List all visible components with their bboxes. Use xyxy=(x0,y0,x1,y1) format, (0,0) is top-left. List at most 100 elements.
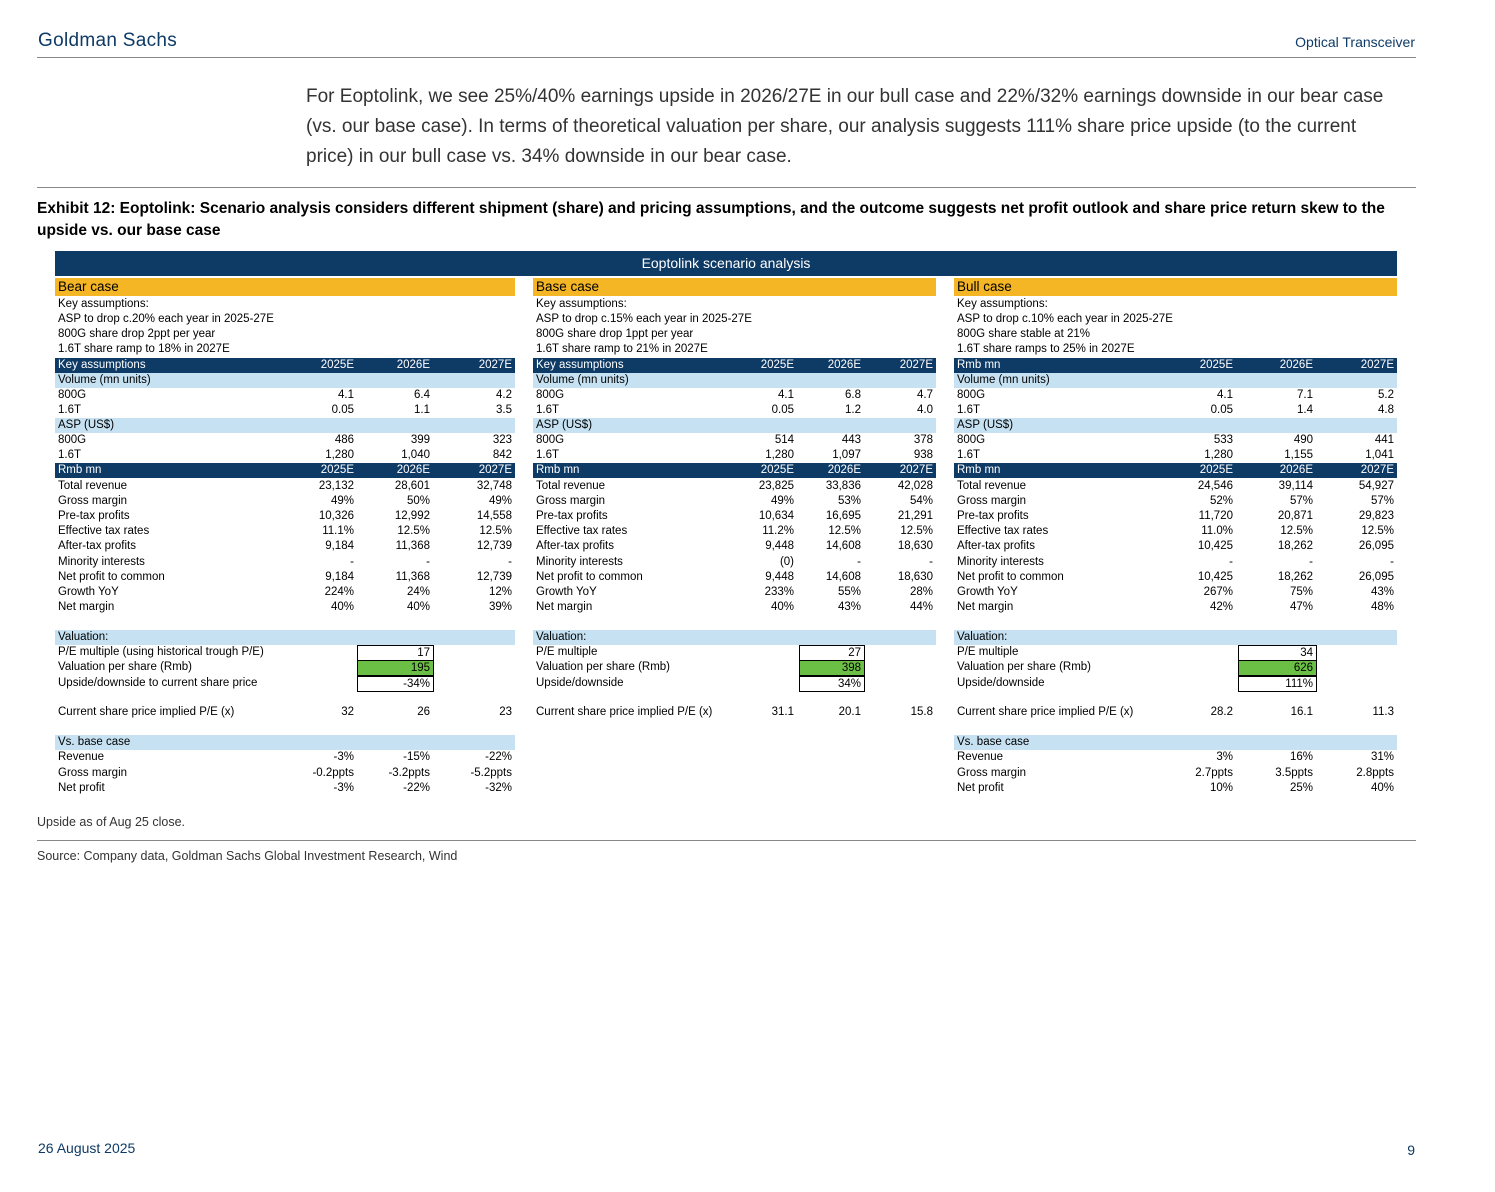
row-value-2: 12% xyxy=(488,585,512,598)
row-value-1: 57% xyxy=(1289,495,1313,508)
row-value-2: 12,739 xyxy=(476,540,512,553)
row-value-2: -22% xyxy=(485,751,512,764)
row-label: 800G xyxy=(58,389,87,401)
financial-row: Net margin 42% 47% 48% xyxy=(954,600,1397,615)
row-label: Upside/downside xyxy=(536,676,624,689)
row-value-2: 938 xyxy=(913,449,933,461)
case-header: Bull case xyxy=(954,278,1397,296)
row-value-0: - xyxy=(350,555,354,568)
row-value-1: 55% xyxy=(837,585,861,598)
volume-row: 1.6T 0.05 1.2 4.0 xyxy=(533,403,936,418)
row-label: Growth YoY xyxy=(957,585,1018,598)
implied-pe-row: Current share price implied P/E (x) 32 26 2… xyxy=(55,705,515,720)
row-value-1: 25% xyxy=(1289,782,1313,795)
row-value-2: 3.5 xyxy=(496,404,512,416)
row-value-1: 443 xyxy=(841,434,861,446)
row-value-1: 14,608 xyxy=(825,540,861,553)
financial-row: Growth YoY 233% 55% 28% xyxy=(533,585,936,600)
assumption-line: Key assumptions: xyxy=(533,297,936,312)
row-value-1: 40% xyxy=(406,600,430,613)
row-value-1: 12,992 xyxy=(394,510,430,523)
row-value-0: (0) xyxy=(779,555,794,568)
row-value-1: 1.4 xyxy=(1297,404,1313,416)
scenario-table: Eoptolink scenario analysis Bear case Key… xyxy=(55,251,1397,799)
row-label: 1.6T xyxy=(957,449,981,461)
valuation-row: Valuation per share (Rmb) 195 xyxy=(55,660,515,677)
volume-header: Volume (mn units) xyxy=(533,373,936,388)
row-value-1: 12.5% xyxy=(1280,525,1313,538)
row-value-2: 323 xyxy=(492,434,512,446)
financial-row: Total revenue 23,825 33,836 42,028 xyxy=(533,479,936,494)
vs-base-header: Vs. base case xyxy=(55,735,515,751)
asp-row: 800G 486 399 323 xyxy=(55,433,515,448)
row-label: Effective tax rates xyxy=(58,525,150,538)
valuation-value-2: -34% xyxy=(357,675,434,692)
row-value-0: 9,184 xyxy=(325,570,354,583)
vs-base-row: Revenue -3% -15% -22% xyxy=(55,750,515,765)
assumption-line: ASP to drop c.15% each year in 2025-27E xyxy=(533,312,936,327)
row-value-0: -3% xyxy=(333,751,354,764)
row-label: Pre-tax profits xyxy=(58,510,130,523)
case-name: Bear case xyxy=(58,279,119,294)
row-label: Valuation per share (Rmb) xyxy=(536,661,671,674)
row-label: Minority interests xyxy=(536,555,623,568)
asp-row: 800G 533 490 441 xyxy=(954,433,1397,448)
financial-row: Total revenue 23,132 28,601 32,748 xyxy=(55,479,515,494)
row-value-2: 5.2 xyxy=(1378,389,1394,401)
year-label-2: 2027E xyxy=(899,464,933,476)
row-value-2: 12.5% xyxy=(479,525,512,538)
assumption-text: ASP to drop c.20% each year in 2025-27E xyxy=(58,313,274,325)
valuation-row: Upside/downside to current share price -3… xyxy=(55,675,515,692)
row-value-1: 11,368 xyxy=(395,540,430,553)
key-assumptions-label: Key assumptions xyxy=(58,359,146,371)
row-value-2: 29,823 xyxy=(1358,510,1394,523)
row-value-0: 42% xyxy=(1209,600,1233,613)
row-label: After-tax profits xyxy=(58,540,136,553)
row-value-2: 40% xyxy=(1370,782,1394,795)
row-value-1: 16,695 xyxy=(825,510,861,523)
asp-header: ASP (US$) xyxy=(954,418,1397,433)
row-value-1: 14,608 xyxy=(825,570,861,583)
row-label: 1.6T xyxy=(58,449,82,461)
row-value-1: 1,040 xyxy=(401,449,430,461)
valuation-row: P/E multiple 27 xyxy=(533,644,936,661)
asp-row: 800G 514 443 378 xyxy=(533,433,936,448)
financial-row: Effective tax rates 11.0% 12.5% 12.5% xyxy=(954,524,1397,539)
row-value-2: 4.0 xyxy=(917,404,933,416)
row-label: Effective tax rates xyxy=(536,525,628,538)
financial-row: Net profit to common 9,184 11,368 12,739 xyxy=(55,570,515,585)
row-value-0: 1,280 xyxy=(1204,449,1233,461)
row-value-2: - xyxy=(929,555,933,568)
valuation-header: Valuation: xyxy=(954,629,1397,645)
valuation-label: Valuation: xyxy=(58,630,109,643)
row-label: Gross margin xyxy=(957,495,1027,508)
row-value-1: 490 xyxy=(1293,434,1313,446)
assumption-line: 1.6T share ramp to 21% in 2027E xyxy=(533,342,936,357)
financial-row: Growth YoY 267% 75% 43% xyxy=(954,585,1397,600)
row-value-2: - xyxy=(508,555,512,568)
row-value-1: 47% xyxy=(1289,600,1313,613)
row-value-1: 6.4 xyxy=(414,389,430,401)
row-label: Pre-tax profits xyxy=(957,510,1029,523)
row-value-2: 1,041 xyxy=(1365,449,1394,461)
assumption-text: Key assumptions: xyxy=(58,298,149,310)
row-label: Upside/downside to current share price xyxy=(58,676,258,689)
financials-label: Rmb mn xyxy=(957,464,1001,476)
row-value-2: 12.5% xyxy=(900,525,933,538)
financials-header: Rmb mn 2025E 2026E 2027E xyxy=(55,463,515,478)
row-value-2: 12,739 xyxy=(476,570,512,583)
row-value-0: 11.1% xyxy=(322,525,354,538)
row-value-2: -32% xyxy=(485,782,512,795)
row-value-2: 4.2 xyxy=(496,389,512,401)
vs-base-label: Vs. base case xyxy=(957,736,1030,749)
asp-row: 1.6T 1,280 1,097 938 xyxy=(533,448,936,463)
assumption-line: Key assumptions: xyxy=(954,297,1397,312)
valuation-value-1: 398 xyxy=(799,660,865,677)
valuation-row: Valuation per share (Rmb) 626 xyxy=(954,660,1397,677)
assumption-text: 800G share stable at 21% xyxy=(957,328,1090,340)
row-value-1: 1,097 xyxy=(832,449,861,461)
year-label-0: 2025E xyxy=(320,359,354,371)
brand-logo: Goldman Sachs xyxy=(38,30,178,51)
row-value-0: 10,425 xyxy=(1197,540,1233,553)
financial-row: After-tax profits 9,184 11,368 12,739 xyxy=(55,539,515,554)
